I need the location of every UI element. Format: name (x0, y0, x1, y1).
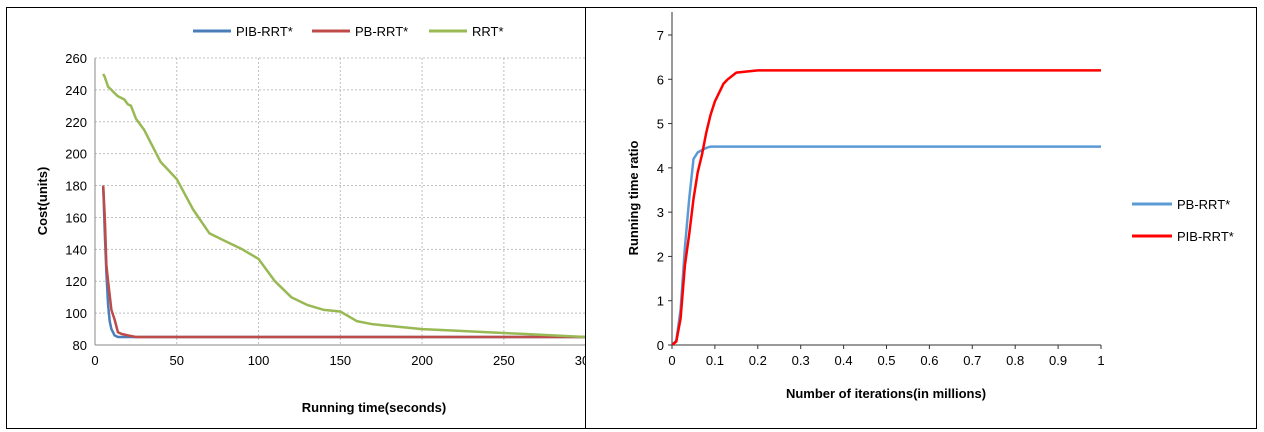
y-tick-label: 6 (657, 72, 664, 87)
y-tick-label: 260 (65, 51, 87, 66)
x-tick-label: 0.4 (835, 353, 853, 368)
y-tick-label: 180 (65, 179, 87, 194)
y-tick-label: 200 (65, 147, 87, 162)
legend-label: PB-RRT* (355, 24, 408, 39)
series-line-pib-rrt* (672, 69, 1101, 345)
x-tick-label: 50 (170, 353, 184, 368)
x-tick-label: 250 (493, 353, 515, 368)
y-tick-label: 0 (657, 338, 664, 353)
cost-vs-time-chart: 80 100 120 140 160 180 200 220 240 260 0 50 100 150 20… (35, 24, 602, 415)
x-tick-label: 0.3 (792, 353, 810, 368)
y-tick-label: 120 (65, 274, 87, 289)
y-tick-label: 100 (65, 306, 87, 321)
left-chart-panel: 80 100 120 140 160 180 200 220 240 260 0 50 100 150 20… (6, 7, 602, 429)
y-tick-label: 2 (657, 249, 664, 264)
x-tick-label: 0.7 (963, 353, 981, 368)
x-tick-label: 0.8 (1006, 353, 1024, 368)
legend-label: PIB-RRT* (1177, 229, 1234, 244)
series-line-pb-rrt* (672, 145, 1101, 345)
series-line-pb-rrt* (101, 185, 602, 339)
x-tick-label: 1 (1097, 353, 1104, 368)
x-axis-label: Number of iterations(in millions) (786, 386, 986, 401)
x-tick-label: 0 (91, 353, 98, 368)
y-tick-label: 220 (65, 115, 87, 130)
y-tick-label: 160 (65, 210, 87, 225)
y-tick-label: 1 (657, 294, 664, 309)
x-tick-label: 0.1 (706, 353, 724, 368)
y-tick-label: 80 (73, 338, 87, 353)
x-tick-label: 0.2 (749, 353, 767, 368)
series-line-rrt* (102, 73, 602, 339)
x-tick-label: 0 (668, 353, 675, 368)
x-tick-label: 0.6 (920, 353, 938, 368)
series-line-pib-rrt* (101, 185, 602, 339)
x-tick-label: 0.9 (1049, 353, 1067, 368)
x-tick-label: 150 (329, 353, 351, 368)
legend-label: PB-RRT* (1177, 197, 1230, 212)
legend-label: RRT* (472, 24, 504, 39)
y-tick-label: 4 (657, 161, 664, 176)
legend-label: PIB-RRT* (236, 24, 293, 39)
x-axis-label: Running time(seconds) (302, 400, 446, 415)
y-tick-label: 140 (65, 242, 87, 257)
y-axis-label: Cost(units) (35, 167, 50, 236)
right-chart-panel: 0 1 2 3 4 5 6 7 0 0.1 0.2 0.3 0.4 0.5 0.6 0.7 0.8 0.9 1 Num… (585, 7, 1257, 429)
y-tick-label: 240 (65, 83, 87, 98)
ratio-vs-iterations-chart: 0 1 2 3 4 5 6 7 0 0.1 0.2 0.3 0.4 0.5 0.6 0.7 0.8 0.9 1 Num… (626, 12, 1234, 401)
x-tick-label: 200 (411, 353, 433, 368)
y-tick-label: 3 (657, 205, 664, 220)
y-tick-label: 5 (657, 117, 664, 132)
x-tick-label: 0.5 (877, 353, 895, 368)
x-tick-label: 100 (248, 353, 270, 368)
y-axis-label: Running time ratio (626, 141, 641, 256)
y-tick-label: 7 (657, 28, 664, 43)
